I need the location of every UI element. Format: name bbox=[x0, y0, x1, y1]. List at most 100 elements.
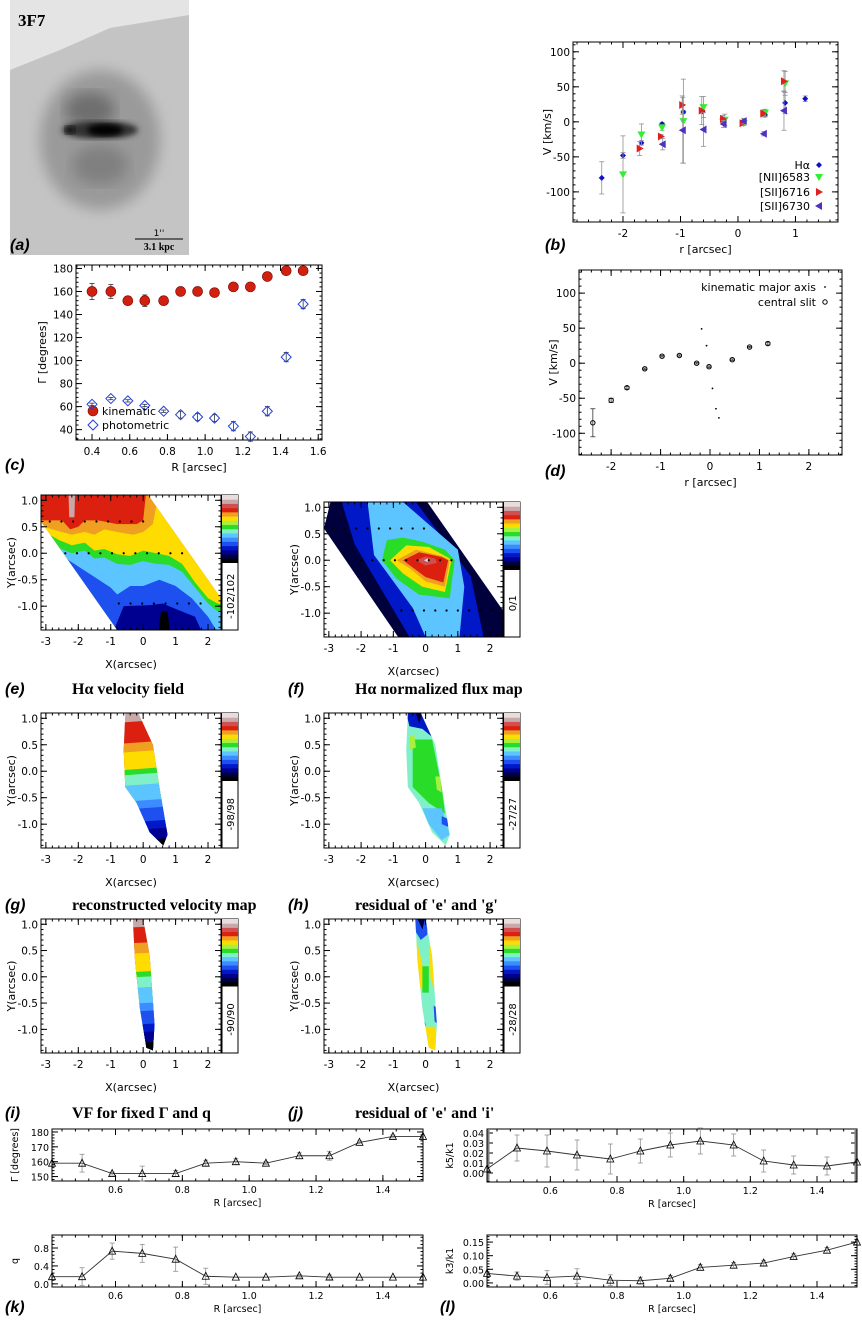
data-point bbox=[542, 1272, 552, 1281]
colorbar-range-label: -28/28 bbox=[508, 1003, 519, 1035]
x-tick-label: 0.8 bbox=[159, 446, 176, 458]
data-point bbox=[696, 1262, 705, 1271]
data-point bbox=[297, 265, 309, 277]
data-point bbox=[642, 366, 648, 372]
legend-label: photometric bbox=[102, 419, 169, 432]
colorbar-swatch bbox=[222, 960, 238, 966]
panel-d-axes bbox=[578, 269, 843, 456]
series-kinematic-major-axis bbox=[700, 327, 720, 419]
data-point bbox=[192, 286, 203, 297]
contour-region bbox=[409, 734, 416, 751]
colorbar-swatch bbox=[222, 965, 238, 970]
y-tick-label: 0.00 bbox=[463, 1279, 484, 1290]
colorbar-swatch bbox=[222, 541, 238, 547]
panel-e-axes bbox=[40, 494, 222, 631]
panel-label-j: (j) bbox=[288, 1105, 303, 1122]
fiber-position-dot bbox=[75, 552, 79, 555]
galaxy-arm bbox=[65, 92, 115, 128]
fiber-position-dot bbox=[456, 609, 459, 612]
fiber-position-dot bbox=[411, 609, 414, 612]
colorbar-swatch bbox=[222, 545, 238, 551]
data-point bbox=[139, 399, 151, 412]
fiber-position-dot bbox=[343, 527, 347, 530]
y-axis-label: Y(arcsec) bbox=[288, 755, 301, 807]
x-tick-label: -1 bbox=[388, 1059, 398, 1071]
x-tick-label: -2 bbox=[606, 461, 616, 473]
fiber-position-dot bbox=[60, 520, 63, 523]
fiber-position-dot bbox=[389, 527, 392, 530]
y-tick-label: 100 bbox=[556, 288, 576, 300]
legend-label: [SII]6730 bbox=[760, 200, 810, 213]
y-tick-label: 0 bbox=[569, 358, 576, 370]
colorbar-swatch bbox=[504, 717, 520, 722]
fiber-position-dot bbox=[490, 609, 493, 612]
fiber-position-dot bbox=[145, 552, 149, 555]
colorbar-swatch bbox=[504, 772, 520, 777]
x-axis-label: R [arcsec] bbox=[648, 1304, 696, 1315]
y-tick-label: 1.0 bbox=[21, 919, 38, 931]
legend-label: [NII]6583 bbox=[759, 171, 810, 184]
x-tick-label: -1 bbox=[388, 854, 398, 866]
colorbar-swatch bbox=[222, 763, 238, 769]
fiber-position-dot bbox=[405, 559, 408, 562]
colorbar-swatch bbox=[222, 554, 238, 559]
panel-label-b: (b) bbox=[545, 237, 565, 254]
y-tick-label: -0.5 bbox=[301, 998, 322, 1010]
plot-frame bbox=[486, 1128, 858, 1183]
colorbar-swatch bbox=[504, 535, 520, 541]
colorbar-swatch bbox=[222, 973, 238, 979]
data-point bbox=[780, 77, 788, 86]
data-point bbox=[175, 286, 186, 297]
colorbar-swatch bbox=[222, 528, 238, 534]
colorbar-swatch bbox=[504, 973, 520, 979]
colorbar-swatch bbox=[222, 981, 238, 987]
data-point bbox=[280, 265, 292, 277]
legend-marker bbox=[87, 419, 99, 431]
data-point bbox=[852, 1237, 862, 1246]
panel-label-e: (e) bbox=[5, 681, 25, 698]
fiber-position-dot bbox=[400, 609, 403, 612]
legend-label: Hα bbox=[794, 159, 810, 172]
y-axis-label: V [km/s] bbox=[547, 339, 560, 385]
data-point bbox=[789, 1251, 798, 1260]
colorbar-swatch bbox=[222, 717, 238, 722]
series-line bbox=[47, 1131, 428, 1182]
data-point bbox=[325, 1150, 334, 1160]
contour-region bbox=[433, 1005, 437, 1025]
x-tick-label: -3 bbox=[41, 1059, 51, 1071]
fiber-position-dot bbox=[117, 602, 120, 605]
data-point bbox=[729, 1140, 738, 1149]
series-line bbox=[47, 1242, 428, 1287]
legend-label: central slit bbox=[758, 296, 817, 309]
colorbar-swatch bbox=[222, 948, 238, 953]
colorbar-swatch bbox=[504, 746, 520, 752]
data-point bbox=[822, 1245, 832, 1254]
data-point bbox=[208, 412, 221, 424]
contour-region bbox=[68, 495, 76, 518]
y-tick-label: 60 bbox=[60, 402, 73, 414]
data-point bbox=[636, 1146, 645, 1155]
data-point bbox=[698, 106, 706, 115]
colorbar-swatch bbox=[504, 734, 520, 739]
panel-caption-f: Hα normalized flux map bbox=[355, 681, 523, 698]
colorbar-swatch bbox=[504, 565, 520, 570]
colorbar-swatch bbox=[504, 502, 520, 507]
y-tick-label: 0.0 bbox=[34, 1280, 49, 1291]
panel-caption-i: VF for fixed Γ and q bbox=[72, 1105, 211, 1122]
x-tick-label: -2 bbox=[73, 636, 83, 648]
data-point bbox=[86, 286, 98, 297]
fiber-position-dot bbox=[134, 552, 137, 555]
x-axis-label: r [arcsec] bbox=[679, 243, 731, 256]
y-tick-label: 0.10 bbox=[463, 1252, 484, 1263]
x-tick-label: 1 bbox=[792, 228, 799, 240]
colorbar-swatch bbox=[222, 746, 238, 752]
contour-region bbox=[412, 739, 445, 814]
colorbar-swatch bbox=[504, 506, 520, 511]
contour-region bbox=[425, 1026, 437, 1051]
colorbar-swatch bbox=[504, 527, 520, 533]
data-point bbox=[720, 115, 728, 124]
colorbar-swatch bbox=[504, 965, 520, 970]
panel-k-top-axes bbox=[47, 1128, 428, 1182]
fiber-position-dot bbox=[427, 559, 430, 562]
y-tick-label: -1.0 bbox=[18, 819, 39, 831]
